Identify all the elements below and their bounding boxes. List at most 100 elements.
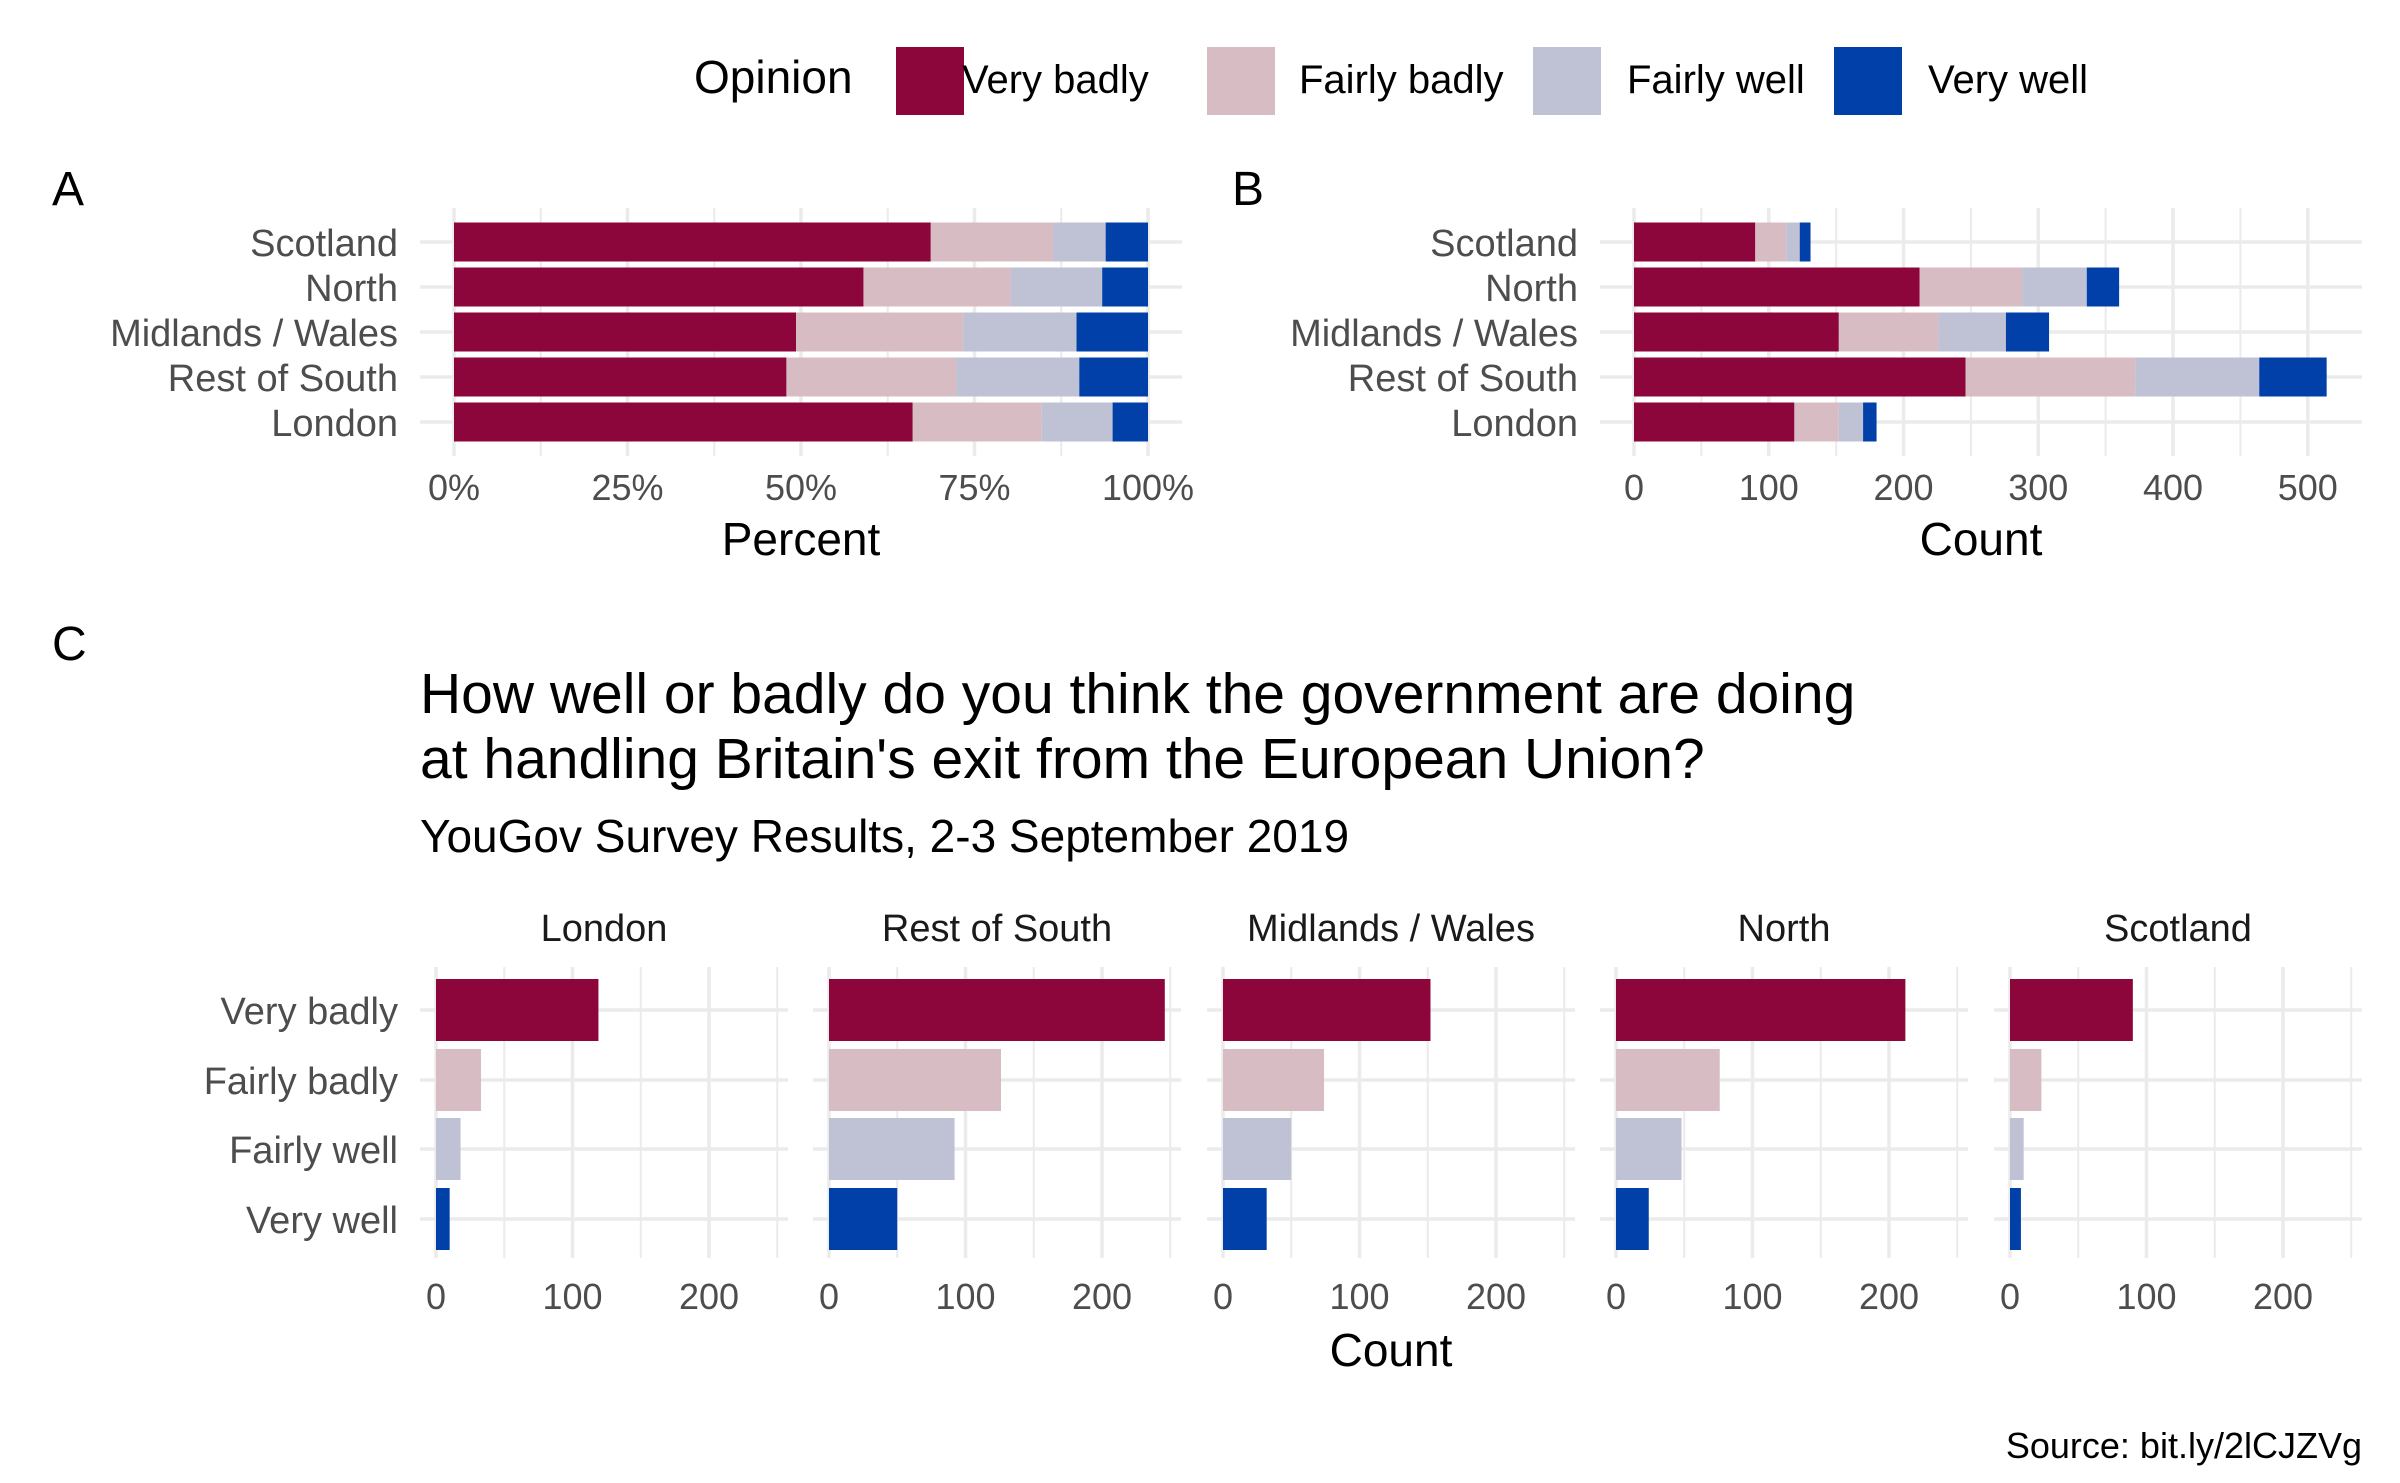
chart-b-bar-london-fairly-badly — [1794, 402, 1839, 442]
chart-a-bar-london-fairly-badly — [912, 402, 1042, 442]
chart-b-bar-rest-of-south-fairly-well — [2135, 357, 2260, 397]
chart-a-x-axis-title: Percent — [722, 513, 881, 565]
chart-b-bar-midlands-wales-very-well — [2005, 312, 2050, 352]
chart-b-tick-label: 100 — [1739, 467, 1799, 508]
chart-b-bar-rest-of-south-fairly-badly — [1965, 357, 2136, 397]
chart-a-bar-scotland-very-well — [1105, 222, 1148, 262]
chart-c-bar-rest-of-south-fairly-well — [829, 1118, 955, 1180]
legend-label-fairly-well: Fairly well — [1627, 58, 1805, 102]
chart-c-category-label: Very well — [246, 1200, 398, 1242]
chart-b-category-label: North — [1485, 268, 1578, 310]
chart-a-bar-north-fairly-well — [1010, 267, 1103, 307]
chart-b-bar-north-fairly-well — [2022, 267, 2087, 307]
chart-c-bar-london-very-badly — [436, 979, 599, 1041]
chart-a-bar-midlands-wales-fairly-badly — [796, 312, 964, 352]
chart-c-bar-scotland-fairly-badly — [2010, 1049, 2042, 1111]
chart-c-bar-rest-of-south-very-well — [829, 1188, 898, 1250]
chart-b-bar-midlands-wales-very-badly — [1634, 312, 1839, 352]
chart-a-category-label: North — [305, 268, 398, 310]
chart-a-tick-label: 25% — [591, 467, 663, 508]
chart-c-bar-scotland-very-well — [2010, 1188, 2021, 1250]
chart-a-bar-london-very-well — [1112, 402, 1148, 442]
chart-a-tick-label: 0% — [428, 467, 480, 508]
chart-a-bar-rest-of-south-very-well — [1079, 357, 1148, 397]
chart-a-tick-label: 75% — [938, 467, 1010, 508]
chart-b-bar-north-very-badly — [1634, 267, 1920, 307]
chart-a-bar-rest-of-south-very-badly — [454, 357, 787, 397]
panel-b-tag: B — [1232, 163, 1264, 216]
chart-c-category-label: Fairly well — [229, 1130, 398, 1172]
legend-label-fairly-badly: Fairly badly — [1299, 58, 1504, 102]
chart-a-bar-london-very-badly — [454, 402, 913, 442]
chart-b-x-axis-title: Count — [1920, 513, 2043, 565]
chart-a-bar-midlands-wales-fairly-well — [963, 312, 1077, 352]
chart-b-bar-scotland-fairly-badly — [1755, 222, 1787, 262]
chart-c-title-line-2: at handling Britain's exit from the Euro… — [420, 727, 1705, 791]
chart-c-tick-label: 100 — [1329, 1276, 1389, 1317]
chart-b-tick-label: 0 — [1624, 467, 1644, 508]
chart-c-tick-label: 0 — [1213, 1276, 1233, 1317]
chart-b-bar-north-very-well — [2086, 267, 2120, 307]
legend-title: Opinion — [694, 51, 853, 103]
chart-c-bar-north-very-well — [1616, 1188, 1649, 1250]
chart-c-subtitle: YouGov Survey Results, 2-3 September 201… — [420, 810, 1349, 862]
chart-a-bar-rest-of-south-fairly-well — [956, 357, 1080, 397]
chart-c-bar-north-very-badly — [1616, 979, 1906, 1041]
legend-label-very-well: Very well — [1928, 58, 2088, 102]
chart-c-bar-north-fairly-well — [1616, 1118, 1682, 1180]
chart-a-bar-midlands-wales-very-badly — [454, 312, 797, 352]
chart-a-category-label: Scotland — [250, 223, 398, 265]
chart-c-tick-label: 0 — [1606, 1276, 1626, 1317]
chart-c-tick-label: 0 — [2000, 1276, 2020, 1317]
chart-b-bar-scotland-very-well — [1799, 222, 1811, 262]
chart-c-bar-rest-of-south-fairly-badly — [829, 1049, 1001, 1111]
chart-b-bar-rest-of-south-very-badly — [1634, 357, 1966, 397]
legend-swatch-very-badly — [896, 47, 964, 115]
chart-c-bar-london-fairly-badly — [436, 1049, 482, 1111]
chart-b-tick-label: 300 — [2008, 467, 2068, 508]
source-note: Source: bit.ly/2lCJZVg — [2006, 1425, 2362, 1466]
chart-c-tick-label: 200 — [1466, 1276, 1526, 1317]
chart-c-tick-label: 200 — [679, 1276, 739, 1317]
chart-a-category-label: Midlands / Wales — [110, 313, 398, 355]
chart-a-tick-label: 50% — [765, 467, 837, 508]
chart-b-bar-midlands-wales-fairly-badly — [1838, 312, 1939, 352]
chart-c-x-axis-title: Count — [1330, 1324, 1453, 1376]
chart-c-bar-midlands-wales-very-badly — [1223, 979, 1431, 1041]
chart-c-tick-label: 200 — [1072, 1276, 1132, 1317]
chart-b-bar-london-fairly-well — [1838, 402, 1864, 442]
chart-c-tick-label: 100 — [1722, 1276, 1782, 1317]
facet-title-midlands-wales: Midlands / Wales — [1247, 908, 1535, 950]
chart-c-tick-label: 100 — [542, 1276, 602, 1317]
facet-title-rest-of-south: Rest of South — [882, 908, 1112, 950]
facet-title-london: London — [541, 908, 668, 950]
chart-c-bar-midlands-wales-very-well — [1223, 1188, 1267, 1250]
chart-a-bar-scotland-fairly-well — [1052, 222, 1106, 262]
chart-c-tick-label: 0 — [426, 1276, 446, 1317]
chart-c-tick-label: 100 — [935, 1276, 995, 1317]
panel-c-tag: C — [52, 618, 87, 671]
chart-a-category-label: Rest of South — [168, 358, 398, 400]
chart-a-bar-scotland-fairly-badly — [930, 222, 1053, 262]
chart-b-bar-north-fairly-badly — [1919, 267, 2023, 307]
legend-swatch-fairly-badly — [1207, 47, 1275, 115]
chart-c-bar-london-very-well — [436, 1188, 450, 1250]
panel-c-facet-charts: Very badly Fairly badly Fairly well Very we… — [204, 908, 2362, 1376]
legend-swatch-very-well — [1834, 47, 1902, 115]
chart-a-bar-london-fairly-well — [1041, 402, 1113, 442]
chart-c-bar-midlands-wales-fairly-well — [1223, 1118, 1292, 1180]
chart-b-bar-scotland-very-badly — [1634, 222, 1756, 262]
chart-b-tick-label: 400 — [2143, 467, 2203, 508]
panel-a-tag: A — [52, 163, 84, 216]
chart-b-bar-scotland-fairly-well — [1786, 222, 1800, 262]
legend-swatch-fairly-well — [1533, 47, 1601, 115]
chart-a-bar-rest-of-south-fairly-badly — [786, 357, 957, 397]
chart-b-category-label: Rest of South — [1348, 358, 1578, 400]
chart-b-category-label: Scotland — [1430, 223, 1578, 265]
chart-b-bar-midlands-wales-fairly-well — [1938, 312, 2006, 352]
chart-c-tick-label: 200 — [2253, 1276, 2313, 1317]
facet-title-north: North — [1738, 908, 1831, 950]
chart-c-bar-scotland-fairly-well — [2010, 1118, 2024, 1180]
